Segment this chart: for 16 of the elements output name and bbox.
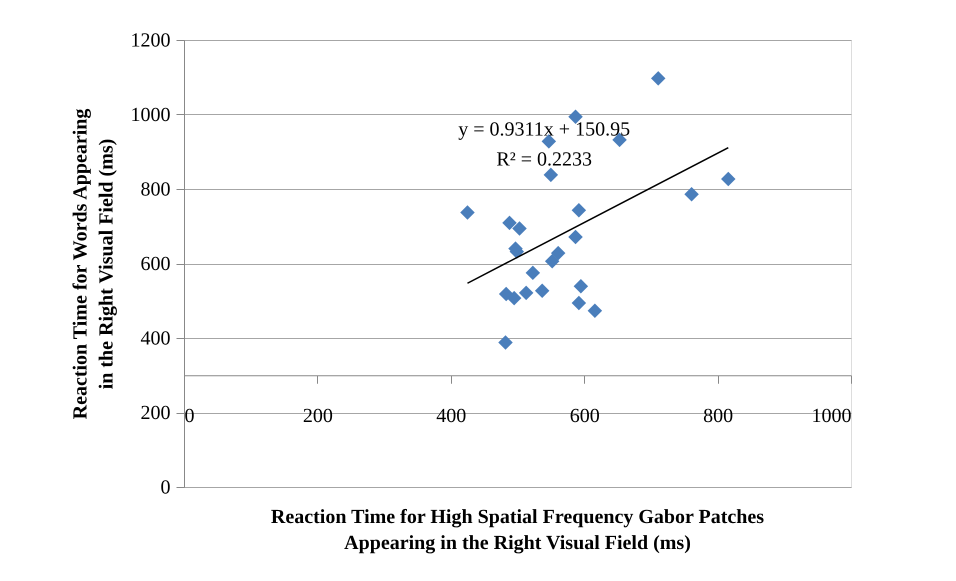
y-tick-label: 400 <box>140 328 170 350</box>
y-tick-label: 1200 <box>130 30 170 52</box>
x-tick-label: 0 <box>184 404 194 427</box>
x-tick-label: 1000 <box>812 404 852 427</box>
x-tick-label: 400 <box>436 404 466 427</box>
annotation: R² = 0.2233 <box>496 148 592 170</box>
y-tick-label: 0 <box>160 476 170 498</box>
x-axis-title: Reaction Time for High Spatial Frequency Gabor Patches Appearing in the Right Visual Field (ms) <box>270 506 764 554</box>
y-tick-label: 1000 <box>130 104 170 126</box>
y-axis-title: Reaction Time for Words Appearing in the Right Visual Field (ms) <box>70 108 118 420</box>
x-tick-label: 600 <box>570 404 600 427</box>
y-tick-label: 800 <box>140 178 170 200</box>
y-tick-label: 600 <box>140 253 170 275</box>
x-tick-label: 200 <box>302 404 333 427</box>
x-tick-label: 800 <box>703 404 734 427</box>
annotation: y = 0.9311x + 150.95 <box>458 118 630 140</box>
